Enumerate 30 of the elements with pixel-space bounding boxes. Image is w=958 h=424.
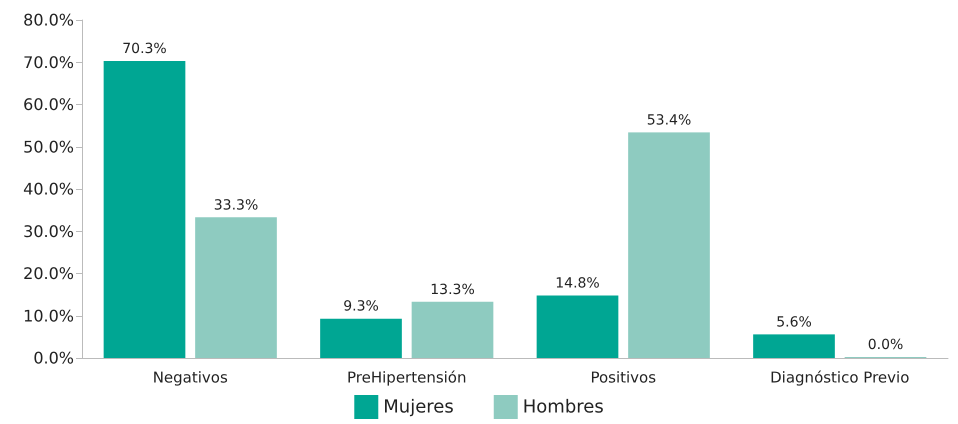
y-tick-label: 40.0% <box>23 180 74 198</box>
data-label: 70.3% <box>122 40 167 57</box>
bar <box>628 132 710 358</box>
y-tick-label: 70.0% <box>23 52 74 72</box>
bar <box>536 295 618 358</box>
y-tick-label: 20.0% <box>23 264 74 283</box>
data-label: 5.6% <box>776 314 812 330</box>
x-tick-label: Positivos <box>590 368 656 386</box>
data-label: 33.3% <box>214 197 258 214</box>
y-tick-label: 50.0% <box>23 137 74 156</box>
y-tick-label: 10.0% <box>23 306 74 326</box>
data-label: 13.3% <box>430 282 475 298</box>
x-tick-label: PreHipertensión <box>347 368 466 386</box>
data-label: 14.8% <box>555 275 600 292</box>
x-tick-label: Diagnóstico Previo <box>770 368 910 386</box>
y-tick-label: 80.0% <box>23 10 74 30</box>
legend-label: Mujeres <box>383 396 454 418</box>
x-tick-label: Negativos <box>152 368 228 386</box>
y-tick-label: 30.0% <box>23 222 74 241</box>
bar <box>320 318 402 358</box>
bar <box>104 60 186 358</box>
data-label: 9.3% <box>343 298 379 315</box>
bar <box>412 302 494 358</box>
y-tick-label: 0.0% <box>33 348 74 368</box>
bar <box>753 334 835 358</box>
bar <box>195 217 277 358</box>
data-label: 53.4% <box>646 112 692 128</box>
data-label: 0.0% <box>868 337 904 353</box>
legend-label: Hombres <box>522 396 604 418</box>
y-tick-label: 60.0% <box>23 95 74 114</box>
